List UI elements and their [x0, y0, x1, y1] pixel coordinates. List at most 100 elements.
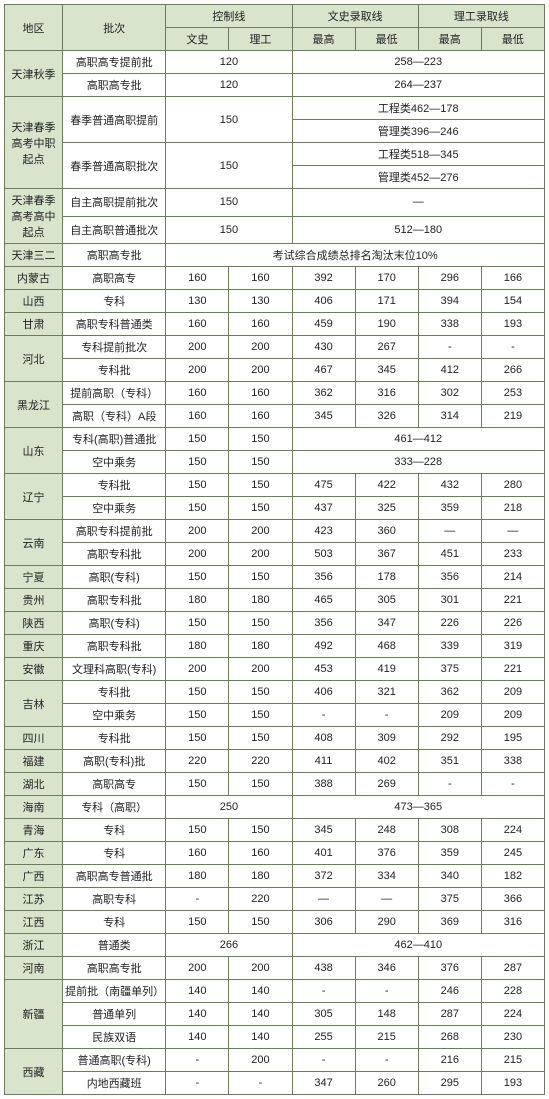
- cell: 215: [355, 1026, 418, 1049]
- table-row: 宁夏高职(专科)150150356178356214: [5, 566, 545, 589]
- cell: 321: [355, 681, 418, 704]
- region-cell: 广西: [5, 865, 63, 888]
- merged-cell: 管理类396—246: [292, 120, 545, 143]
- cell: 180: [166, 865, 229, 888]
- cell: 150: [229, 612, 292, 635]
- table-row: 天津春季高考中职起点春季普通高职提前150工程类462—178: [5, 97, 545, 120]
- cell: 150: [229, 681, 292, 704]
- table-row: 江苏高职专科-220——375366: [5, 888, 545, 911]
- cell: 180: [166, 589, 229, 612]
- cell: -: [481, 773, 544, 796]
- cell: 339: [418, 635, 481, 658]
- cell: 253: [481, 382, 544, 405]
- cell: 150: [166, 727, 229, 750]
- cell: 316: [481, 911, 544, 934]
- region-cell: 吉林: [5, 681, 63, 727]
- batch-cell: 高职(专科)批: [63, 750, 166, 773]
- cell: 314: [418, 405, 481, 428]
- region-cell: 山东: [5, 428, 63, 474]
- hdr-liberal: 文史: [166, 28, 229, 51]
- merged-cell: 工程类462—178: [292, 97, 545, 120]
- region-cell: 西藏: [5, 1049, 63, 1095]
- table-row: 浙江普通类266462—410: [5, 934, 545, 957]
- region-cell: 重庆: [5, 635, 63, 658]
- cell: 362: [418, 681, 481, 704]
- cell: 453: [292, 658, 355, 681]
- cell: 220: [229, 888, 292, 911]
- cell: -: [166, 888, 229, 911]
- cell: 140: [229, 980, 292, 1003]
- region-cell: 海南: [5, 796, 63, 819]
- batch-cell: 高职高专普通批: [63, 865, 166, 888]
- cell: 178: [355, 566, 418, 589]
- cell: 325: [355, 497, 418, 520]
- table-row: 内蒙古高职高专160160392170296166: [5, 267, 545, 290]
- cell: 301: [418, 589, 481, 612]
- cell: 345: [292, 405, 355, 428]
- merged-cell: 333—228: [292, 451, 545, 474]
- region-cell: 云南: [5, 520, 63, 566]
- cell: 465: [292, 589, 355, 612]
- table-row: 春季普通高职批次150工程类518—345: [5, 143, 545, 166]
- merged-cell: 473—365: [292, 796, 545, 819]
- table-row: 海南专科（高职）250473—365: [5, 796, 545, 819]
- cell: 200: [166, 957, 229, 980]
- table-row: 广东专科160160401376359245: [5, 842, 545, 865]
- hdr-region: 地区: [5, 5, 63, 51]
- region-cell: 宁夏: [5, 566, 63, 589]
- cell: 376: [355, 842, 418, 865]
- batch-cell: 专科批: [63, 681, 166, 704]
- batch-cell: 自主高职提前批次: [63, 189, 166, 217]
- region-cell: 四川: [5, 727, 63, 750]
- batch-cell: 专科批: [63, 474, 166, 497]
- cell: 255: [292, 1026, 355, 1049]
- batch-cell: 普通高职(专科): [63, 1049, 166, 1072]
- cell: 269: [355, 773, 418, 796]
- cell: 224: [481, 1003, 544, 1026]
- cell: 280: [481, 474, 544, 497]
- cell: 218: [481, 497, 544, 520]
- cell: 200: [229, 359, 292, 382]
- cell: 140: [229, 1003, 292, 1026]
- table-row: 吉林专科批150150406321362209: [5, 681, 545, 704]
- batch-cell: 专科: [63, 842, 166, 865]
- region-cell: 天津秋季: [5, 51, 63, 97]
- cell: 268: [418, 1026, 481, 1049]
- cell: 150: [229, 704, 292, 727]
- cell: 195: [481, 727, 544, 750]
- cell: 160: [229, 382, 292, 405]
- table-row: 天津三二高职高专批考试综合成绩总排名淘汰末位10%: [5, 244, 545, 267]
- cell: 220: [229, 750, 292, 773]
- table-row: 高职（专科）A段160160345326314219: [5, 405, 545, 428]
- cell: 376: [418, 957, 481, 980]
- cell: 467: [292, 359, 355, 382]
- cell: 338: [481, 750, 544, 773]
- cell: 316: [355, 382, 418, 405]
- cell: 200: [166, 336, 229, 359]
- region-cell: 福建: [5, 750, 63, 773]
- control-cell: 120: [166, 74, 292, 97]
- cell: 160: [166, 405, 229, 428]
- cell: 302: [418, 382, 481, 405]
- cell: 150: [229, 773, 292, 796]
- cell: 388: [292, 773, 355, 796]
- cell: 216: [418, 1049, 481, 1072]
- cell: -: [166, 1072, 229, 1095]
- batch-cell: 专科: [63, 911, 166, 934]
- region-cell: 天津三二: [5, 244, 63, 267]
- region-cell: 山西: [5, 290, 63, 313]
- cell: 160: [229, 313, 292, 336]
- cell: 406: [292, 681, 355, 704]
- cell: 150: [166, 704, 229, 727]
- cell: 338: [418, 313, 481, 336]
- cell: 305: [292, 1003, 355, 1026]
- batch-cell: 自主高职普通批次: [63, 216, 166, 244]
- merged-cell: 工程类518—345: [292, 143, 545, 166]
- cell: -: [355, 980, 418, 1003]
- region-cell: 新疆: [5, 980, 63, 1049]
- cell: 287: [481, 957, 544, 980]
- cell: 248: [355, 819, 418, 842]
- cell: 150: [166, 612, 229, 635]
- batch-cell: 民族双语: [63, 1026, 166, 1049]
- cell: 160: [166, 267, 229, 290]
